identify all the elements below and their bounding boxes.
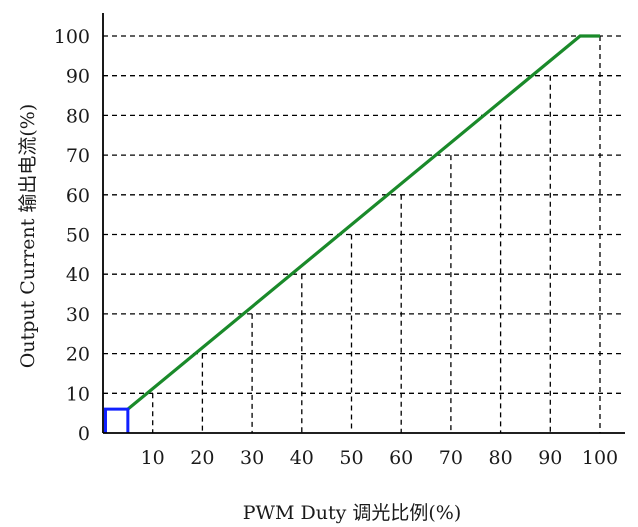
x-tick-label-100: 100 bbox=[582, 447, 618, 469]
x-tick-label-80: 80 bbox=[489, 447, 513, 469]
x-tick-label-90: 90 bbox=[538, 447, 562, 469]
x-tick-label-20: 20 bbox=[190, 447, 214, 469]
series-layer bbox=[103, 34, 600, 433]
y-tick-label-60: 60 bbox=[66, 185, 90, 207]
y-tick-label-20: 20 bbox=[66, 344, 90, 366]
y-axis-title: Output Current 输出电流(%) bbox=[17, 104, 39, 369]
y-tick-label-30: 30 bbox=[66, 304, 90, 326]
x-tick-label-70: 70 bbox=[439, 447, 463, 469]
x-axis-title: PWM Duty 调光比例(%) bbox=[243, 502, 462, 524]
y-tick-label-40: 40 bbox=[66, 264, 90, 286]
x-tick-label-50: 50 bbox=[339, 447, 363, 469]
y-tick-label-10: 10 bbox=[66, 383, 90, 405]
start-pulse-marker bbox=[103, 407, 130, 433]
y-tick-label-80: 80 bbox=[66, 105, 90, 127]
y-tick-label-100: 100 bbox=[54, 26, 90, 48]
x-tick-label-60: 60 bbox=[389, 447, 413, 469]
series-line-0 bbox=[126, 34, 600, 411]
x-tick-label-10: 10 bbox=[141, 447, 165, 469]
grid bbox=[103, 35, 625, 433]
y-tick-label-70: 70 bbox=[66, 145, 90, 167]
x-tick-label-30: 30 bbox=[240, 447, 264, 469]
y-tick-label-50: 50 bbox=[66, 225, 90, 247]
x-tick-label-40: 40 bbox=[290, 447, 314, 469]
axes bbox=[102, 13, 625, 434]
y-tick-label-0: 0 bbox=[78, 423, 90, 445]
tick-labels: 0 10 20 30 40 50 60 70 80 90 100 10 20 30 40 50 60 70 80 90… bbox=[54, 26, 618, 469]
y-tick-label-90: 90 bbox=[66, 66, 90, 88]
